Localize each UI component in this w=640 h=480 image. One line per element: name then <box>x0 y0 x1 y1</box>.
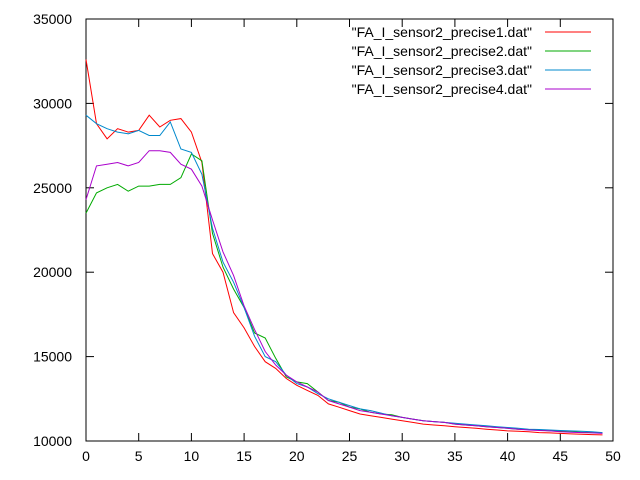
y-tick-label: 15000 <box>33 349 72 365</box>
series-layer <box>85 59 603 436</box>
x-tick-label: 35 <box>447 448 463 464</box>
series-line-3 <box>85 114 603 434</box>
series-line-1 <box>85 59 603 436</box>
x-tick-label: 30 <box>394 448 410 464</box>
legend-label-2: "FA_I_sensor2_precise2.dat" <box>352 43 532 59</box>
x-tick-label: 10 <box>184 448 200 464</box>
legend-label-1: "FA_I_sensor2_precise1.dat" <box>352 24 532 40</box>
legend-label-3: "FA_I_sensor2_precise3.dat" <box>352 62 532 78</box>
legend: "FA_I_sensor2_precise1.dat" "FA_I_sensor2… <box>352 24 591 97</box>
x-tick-label: 45 <box>553 448 569 464</box>
x-axis: 0 5 10 15 20 25 30 35 40 45 50 <box>82 19 621 464</box>
y-tick-label: 30000 <box>33 95 72 111</box>
y-tick-label: 35000 <box>33 11 72 27</box>
series-line-4 <box>85 150 603 434</box>
y-tick-label: 10000 <box>33 433 72 449</box>
x-tick-label: 25 <box>342 448 358 464</box>
x-tick-label: 0 <box>82 448 90 464</box>
x-tick-label: 15 <box>236 448 252 464</box>
plot-frame <box>85 18 614 442</box>
x-tick-label: 20 <box>289 448 305 464</box>
series-line-2 <box>85 153 603 434</box>
y-tick-label: 20000 <box>33 264 72 280</box>
x-tick-label: 40 <box>500 448 516 464</box>
x-tick-label: 5 <box>135 448 143 464</box>
legend-label-4: "FA_I_sensor2_precise4.dat" <box>352 81 532 97</box>
y-tick-label: 25000 <box>33 180 72 196</box>
x-tick-label: 50 <box>605 448 621 464</box>
y-axis: 10000 15000 20000 25000 30000 35000 <box>33 11 613 449</box>
